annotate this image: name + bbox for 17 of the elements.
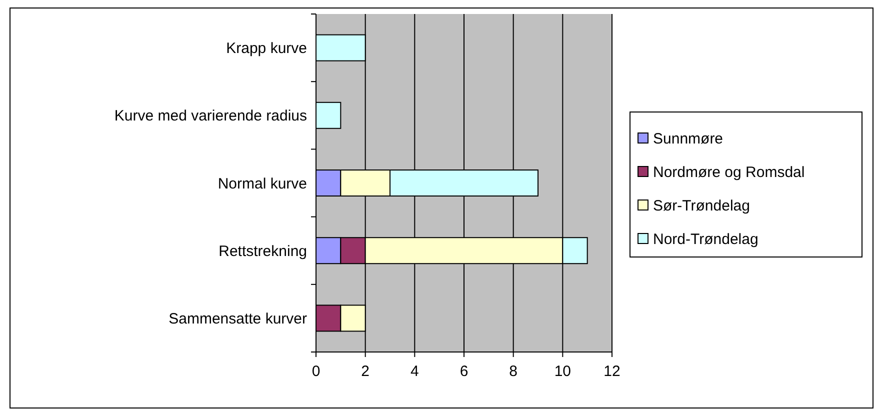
x-tick-label: 8 (509, 363, 518, 380)
x-tick-label: 0 (312, 363, 320, 380)
legend-label: Nordmøre og Romsdal (653, 164, 805, 181)
y-tick-label: Sammensatte kurver (168, 310, 307, 328)
y-tick-label: Normal kurve (218, 175, 307, 192)
legend-label: Nord-Trøndelag (653, 230, 758, 248)
legend-label: Sunnmøre (653, 130, 724, 148)
legend-label: Sør-Trøndelag (653, 197, 750, 214)
x-tick-label: 12 (604, 363, 620, 380)
bar (316, 102, 342, 129)
x-tick-label: 4 (410, 363, 419, 380)
y-tick-label: Kurve med varierende radius (114, 108, 307, 125)
x-tick-label: 10 (554, 363, 572, 380)
y-tick-label: Krapp kurve (226, 40, 307, 58)
x-tick-label: 6 (460, 363, 468, 380)
y-tick-label: Rettstrekning (218, 242, 307, 260)
x-tick-label: 2 (361, 363, 370, 380)
